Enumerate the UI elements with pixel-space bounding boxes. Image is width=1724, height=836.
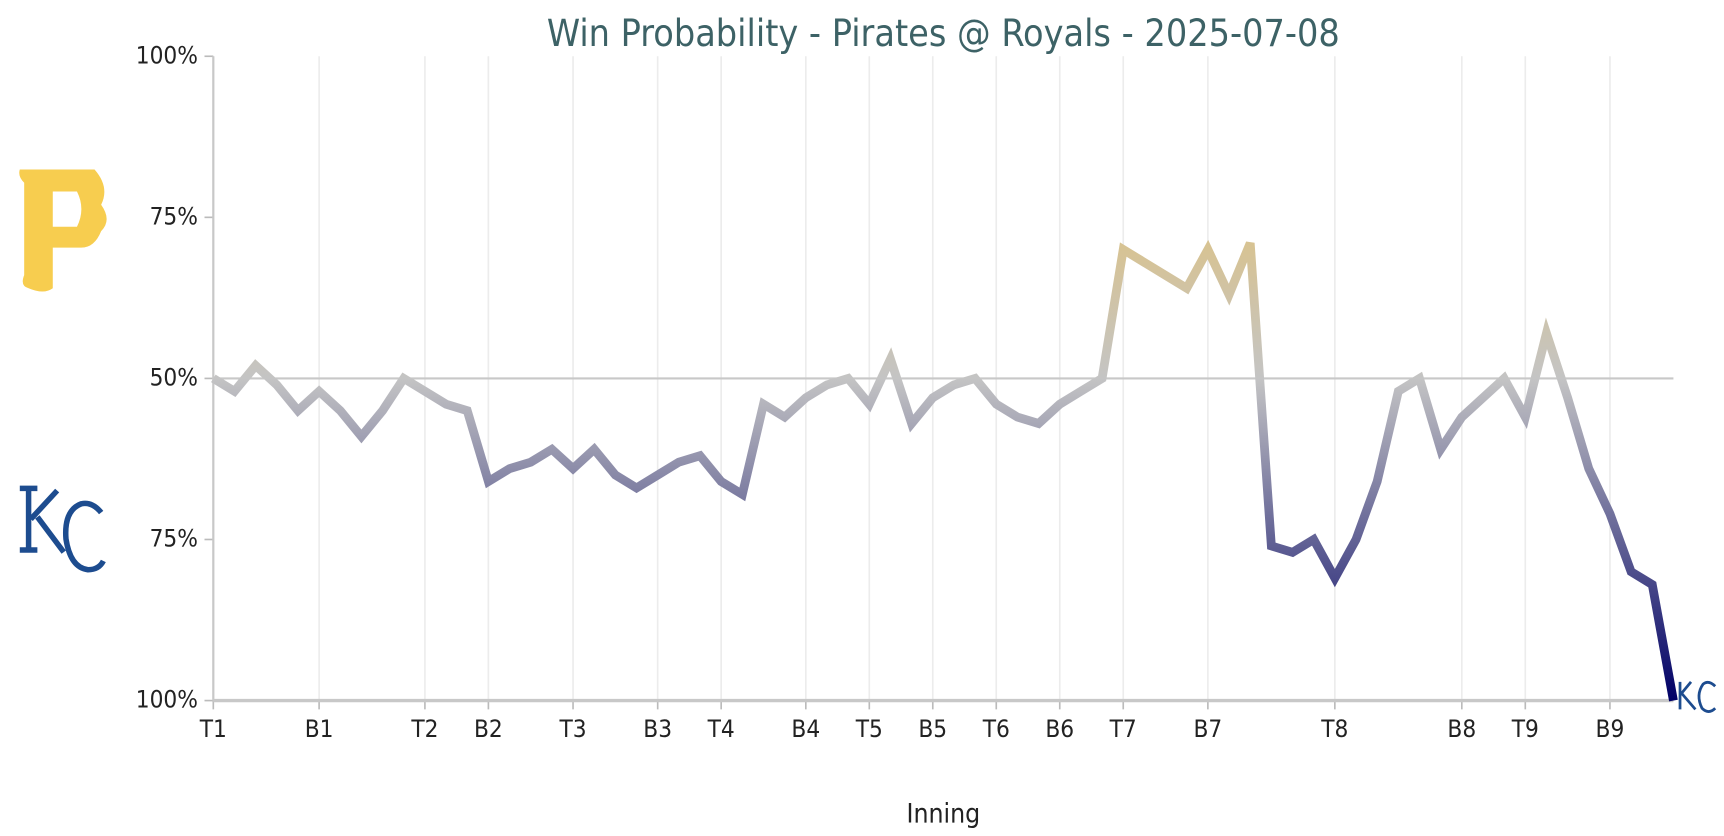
y-tick-label: 75% (150, 524, 198, 552)
x-tick-label: T4 (707, 715, 735, 743)
x-tick-label: B6 (1045, 715, 1074, 743)
x-axis-label: Inning (906, 799, 980, 829)
x-tick-label: B4 (791, 715, 820, 743)
y-tick-label: 100% (136, 41, 198, 69)
y-tick-label: 75% (150, 202, 198, 230)
chart-title: Win Probability - Pirates @ Royals - 202… (547, 11, 1340, 55)
x-tick-label: T7 (1109, 715, 1137, 743)
x-tick-label: B8 (1447, 715, 1476, 743)
x-tick-label: B7 (1193, 715, 1222, 743)
x-tick-label: B9 (1596, 715, 1625, 743)
win-probability-line (211, 239, 1678, 702)
y-tick-label: 50% (150, 363, 198, 391)
x-tick-label: T1 (199, 715, 227, 743)
x-tick-label: T2 (410, 715, 438, 743)
x-tick-label: B2 (474, 715, 503, 743)
pirates-logo (19, 169, 107, 292)
x-tick-label: B1 (305, 715, 334, 743)
x-tick-label: T5 (855, 715, 883, 743)
x-tick-label: T6 (982, 715, 1010, 743)
royals-logo (19, 485, 106, 573)
x-tick-label: B3 (643, 715, 672, 743)
x-tick-label: B5 (918, 715, 947, 743)
royals-logo-small (1678, 680, 1717, 713)
x-tick-label: T9 (1511, 715, 1539, 743)
x-tick-label: T8 (1320, 715, 1348, 743)
x-tick-label: T3 (558, 715, 586, 743)
y-tick-label: 100% (136, 686, 198, 714)
